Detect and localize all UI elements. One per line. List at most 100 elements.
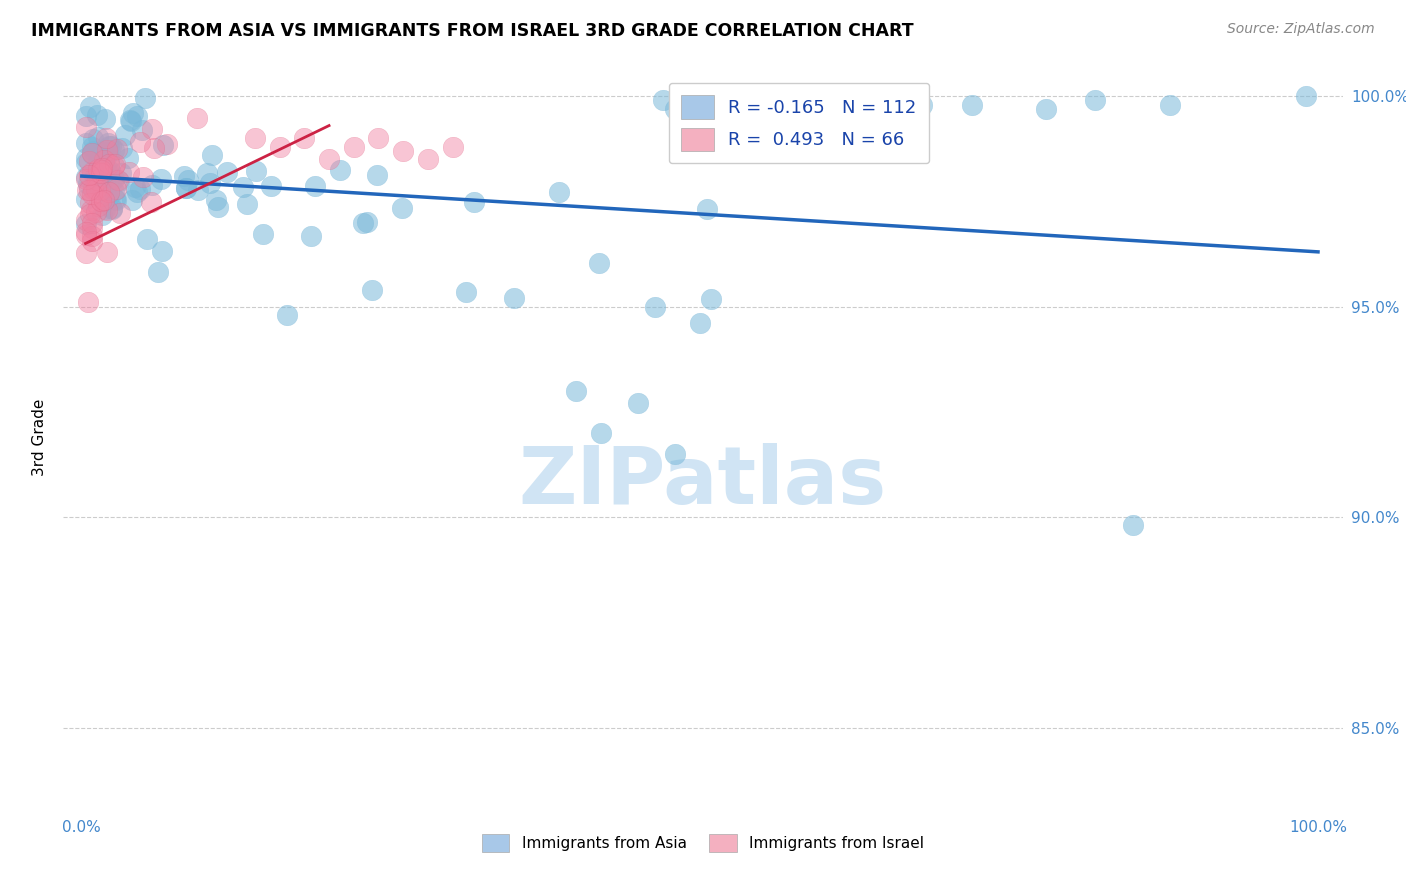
Point bbox=[98, 186, 121, 200]
Point bbox=[93, 193, 115, 207]
Point bbox=[107, 174, 129, 188]
Point bbox=[87, 199, 110, 213]
Point bbox=[90, 163, 112, 178]
Point bbox=[276, 308, 298, 322]
Point bbox=[215, 164, 238, 178]
Point bbox=[198, 176, 221, 190]
Point bbox=[1295, 89, 1317, 103]
Point bbox=[195, 166, 218, 180]
Point bbox=[260, 179, 283, 194]
Point bbox=[82, 145, 104, 159]
Point bbox=[301, 228, 323, 243]
Point bbox=[91, 161, 114, 175]
Point bbox=[232, 180, 254, 194]
Point bbox=[77, 183, 100, 197]
Point bbox=[187, 183, 209, 197]
Point bbox=[787, 97, 810, 112]
Point bbox=[152, 244, 174, 258]
Point bbox=[243, 131, 266, 145]
Point bbox=[94, 170, 117, 185]
Point bbox=[101, 202, 124, 216]
Text: IMMIGRANTS FROM ASIA VS IMMIGRANTS FROM ISRAEL 3RD GRADE CORRELATION CHART: IMMIGRANTS FROM ASIA VS IMMIGRANTS FROM … bbox=[31, 22, 914, 40]
Point bbox=[122, 106, 145, 120]
Point bbox=[205, 193, 228, 207]
Point bbox=[90, 189, 112, 203]
Point bbox=[97, 136, 120, 150]
Point bbox=[131, 123, 153, 137]
Point bbox=[87, 130, 110, 145]
Point bbox=[77, 168, 100, 182]
Point bbox=[76, 183, 98, 197]
Point bbox=[82, 147, 104, 161]
Point bbox=[98, 152, 121, 166]
Point bbox=[75, 213, 97, 227]
Point bbox=[548, 185, 571, 199]
Point bbox=[689, 317, 711, 331]
Point bbox=[367, 131, 389, 145]
Point bbox=[86, 108, 108, 122]
Y-axis label: 3rd Grade: 3rd Grade bbox=[32, 399, 48, 475]
Point bbox=[664, 447, 686, 461]
Point bbox=[90, 194, 112, 208]
Point bbox=[82, 165, 104, 179]
Point bbox=[139, 195, 162, 210]
Point bbox=[94, 202, 117, 216]
Point bbox=[960, 97, 983, 112]
Point bbox=[1084, 93, 1107, 107]
Point bbox=[269, 139, 291, 153]
Point bbox=[84, 169, 107, 183]
Point bbox=[589, 425, 612, 440]
Point bbox=[245, 164, 267, 178]
Text: ZIPatlas: ZIPatlas bbox=[519, 443, 887, 521]
Point bbox=[103, 172, 125, 186]
Point bbox=[80, 221, 103, 235]
Point bbox=[837, 97, 859, 112]
Point bbox=[565, 384, 588, 398]
Point bbox=[236, 197, 259, 211]
Point bbox=[97, 190, 120, 204]
Point bbox=[75, 225, 97, 239]
Point bbox=[87, 154, 110, 169]
Point bbox=[82, 132, 104, 146]
Point bbox=[136, 232, 159, 246]
Point bbox=[252, 227, 274, 241]
Point bbox=[105, 194, 128, 208]
Point bbox=[100, 138, 122, 153]
Point bbox=[148, 265, 170, 279]
Point bbox=[391, 201, 413, 215]
Point bbox=[361, 283, 384, 297]
Point bbox=[454, 285, 477, 299]
Point bbox=[292, 131, 315, 145]
Point bbox=[503, 291, 526, 305]
Point bbox=[80, 203, 103, 218]
Point bbox=[75, 193, 97, 207]
Point bbox=[75, 136, 97, 150]
Point bbox=[86, 181, 108, 195]
Point bbox=[77, 295, 100, 310]
Point bbox=[82, 181, 104, 195]
Point bbox=[177, 172, 200, 186]
Point bbox=[96, 143, 118, 157]
Point bbox=[75, 109, 97, 123]
Point bbox=[80, 234, 103, 248]
Point bbox=[463, 195, 485, 210]
Point bbox=[80, 216, 103, 230]
Point bbox=[304, 178, 326, 193]
Point bbox=[416, 153, 439, 167]
Point bbox=[80, 139, 103, 153]
Point bbox=[77, 154, 100, 169]
Point bbox=[118, 113, 141, 128]
Point bbox=[84, 204, 107, 219]
Point bbox=[91, 156, 114, 170]
Point bbox=[120, 114, 142, 128]
Point bbox=[911, 97, 934, 112]
Point bbox=[89, 164, 111, 178]
Point bbox=[75, 172, 97, 186]
Point bbox=[152, 137, 174, 152]
Point bbox=[129, 182, 152, 196]
Point bbox=[343, 139, 366, 153]
Point bbox=[134, 91, 156, 105]
Point bbox=[664, 102, 686, 116]
Point bbox=[94, 112, 117, 127]
Point bbox=[110, 141, 132, 155]
